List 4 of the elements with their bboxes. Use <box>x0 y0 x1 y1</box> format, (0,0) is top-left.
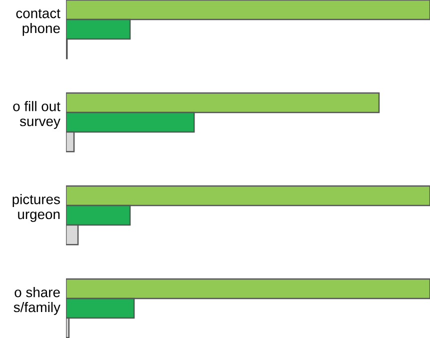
y-tick-label: contact phone <box>16 9 60 36</box>
y-tick-label: o fill out survey <box>13 101 60 129</box>
y-tick-label: pictures urgeon <box>12 194 60 222</box>
y-tick-label: o share s/family <box>14 287 60 315</box>
